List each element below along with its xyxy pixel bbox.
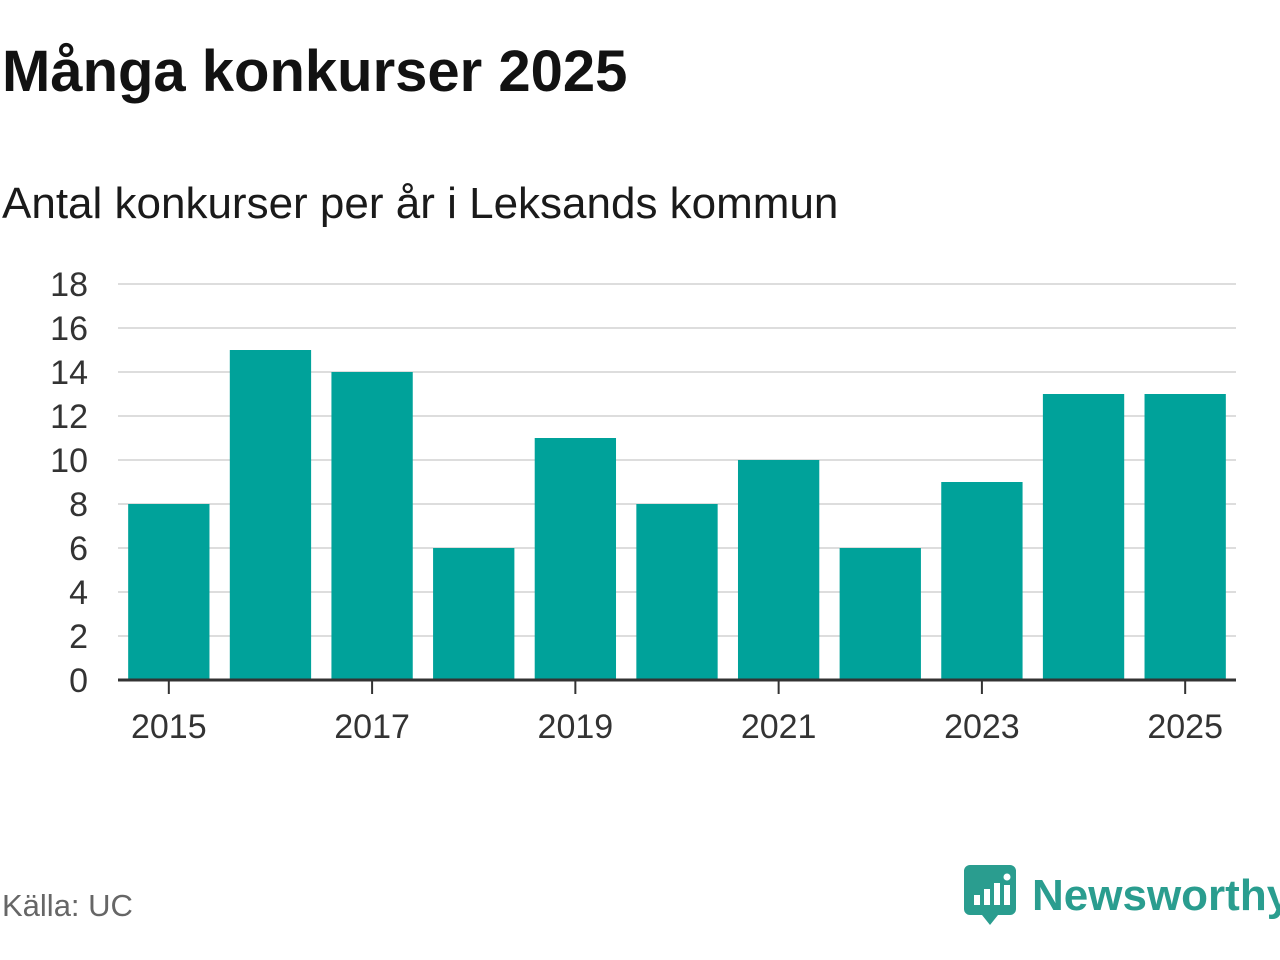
y-tick-label: 4 [69,574,88,612]
bar-2018 [433,548,515,680]
x-tick-label: 2017 [334,708,410,746]
source-note: Källa: UC [2,888,133,923]
chart-title: Många konkurser 2025 [2,39,628,104]
bar-2025 [1144,394,1226,680]
x-tick-label: 2019 [538,708,614,746]
y-tick-label: 0 [69,662,88,700]
bar-2019 [534,438,617,680]
brand-name: Newsworthy [1032,871,1280,920]
bar-2021 [737,460,820,680]
y-axis-ticks: 0 2 4 6 8 10 12 14 16 18 [50,266,88,700]
newsworthy-logo-icon [964,865,1016,925]
y-tick-label: 8 [69,486,88,524]
x-tick-label: 2021 [741,708,817,746]
bar-2015 [128,504,210,680]
x-tick-label: 2015 [131,708,207,746]
y-tick-label: 16 [50,310,88,348]
y-tick-label: 2 [69,618,88,656]
brand-logo: Newsworthy [964,864,1280,928]
bars [128,350,1226,680]
bar-2017 [331,372,413,680]
bar-2022 [839,548,921,680]
x-tick-label: 2023 [944,708,1020,746]
bar-2024 [1042,394,1125,680]
bar-2023 [941,482,1023,680]
x-tick-label: 2025 [1147,708,1223,746]
bar-2016 [229,350,312,680]
chart-subtitle: Antal konkurser per år i Leksands kommun [2,179,839,228]
y-tick-label: 6 [69,530,88,568]
y-tick-label: 18 [50,266,88,304]
y-tick-label: 14 [50,354,88,392]
x-axis-ticks: 2015 2017 2019 2021 2023 2025 [131,680,1223,746]
y-tick-label: 10 [50,442,88,480]
bar-2020 [636,504,718,680]
y-tick-label: 12 [50,398,88,436]
